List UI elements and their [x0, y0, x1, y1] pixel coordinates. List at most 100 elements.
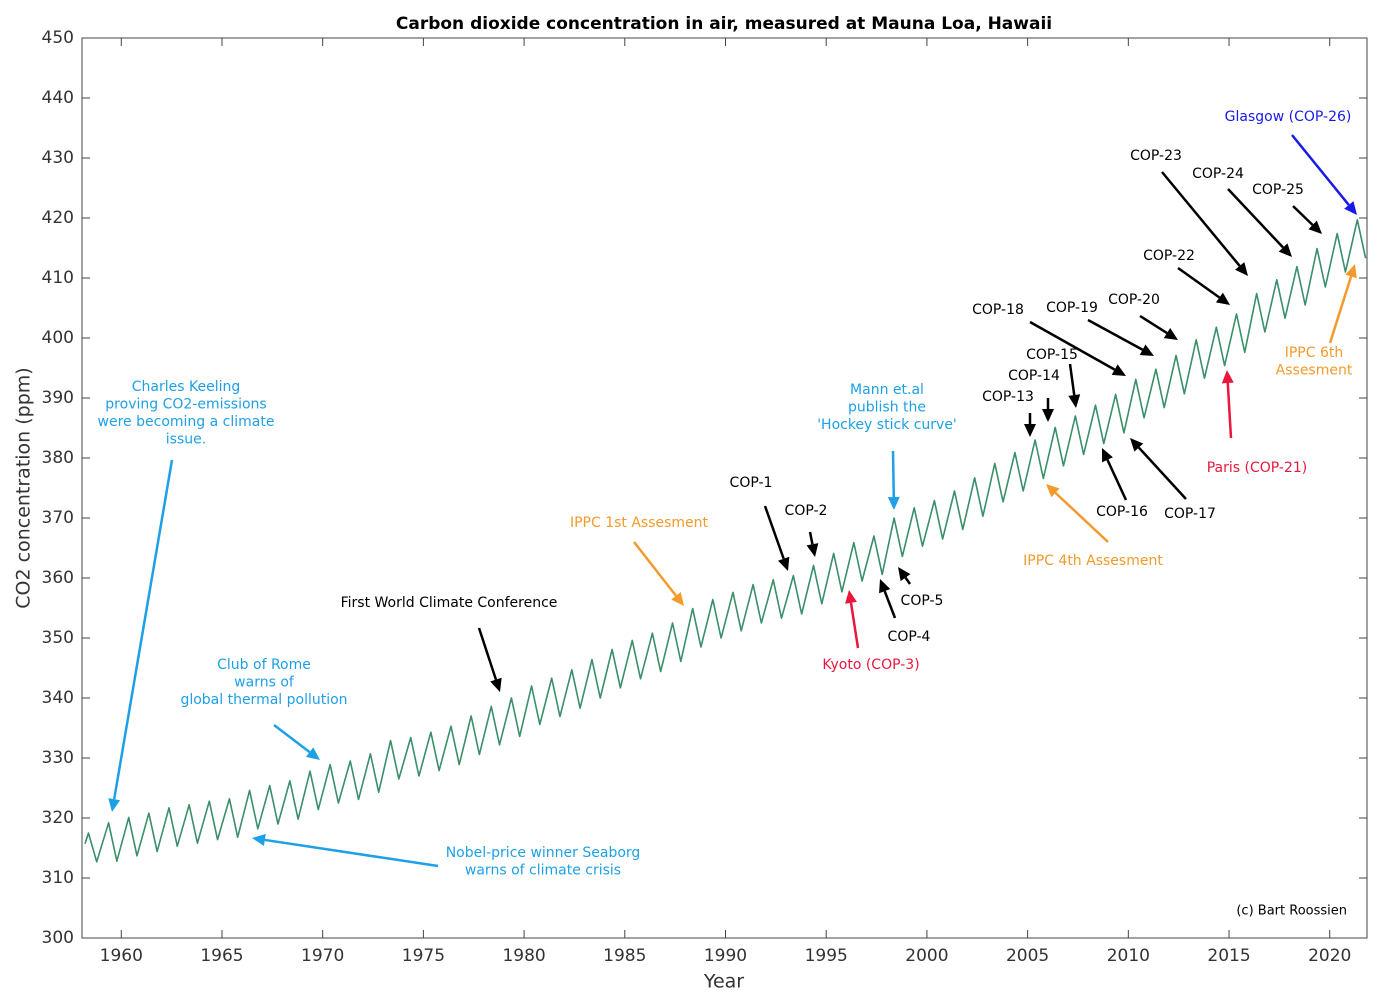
- x-axis-label: Year: [703, 971, 744, 993]
- annotation-arrow: [849, 602, 860, 649]
- annotation-text: warns of climate crisis: [465, 863, 621, 879]
- x-tick-label: 1965: [200, 946, 243, 966]
- y-tick-label: 310: [42, 868, 74, 888]
- y-tick-label: 410: [42, 268, 74, 288]
- annotation-arrow: [1106, 459, 1128, 501]
- annotation-arrow: [763, 505, 785, 560]
- arrow-head: [1215, 292, 1230, 305]
- x-tick-label: 2015: [1207, 946, 1250, 966]
- annotation-arrow: [273, 724, 311, 754]
- arrow-head: [671, 592, 684, 606]
- y-tick-label: 340: [42, 688, 74, 708]
- annotation-text: Nobel-price winner Seaborg: [446, 845, 641, 861]
- y-tick-label: 350: [42, 628, 74, 648]
- annotation-text: Assesment: [1276, 363, 1353, 379]
- annotation-text: COP-14: [1008, 368, 1060, 384]
- annotation-arrow: [1177, 266, 1221, 299]
- annotation-text: publish the: [848, 400, 926, 416]
- annotation-text: COP-5: [901, 593, 944, 609]
- annotation-arrow: [808, 531, 814, 545]
- annotation-text: COP-15: [1026, 347, 1078, 363]
- x-tick-label: 2020: [1308, 946, 1351, 966]
- arrow-head: [1042, 409, 1054, 422]
- annotation-text: First World Climate Conference: [341, 595, 558, 611]
- y-tick-label: 440: [42, 88, 74, 108]
- credit: (c) Bart Roossien: [1236, 904, 1347, 919]
- arrow-head: [1235, 262, 1248, 276]
- annotation-arrow: [1227, 188, 1285, 249]
- annotation-arrow: [904, 576, 912, 585]
- annotation-arrow: [883, 590, 897, 619]
- annotation-arrow: [1328, 276, 1353, 344]
- annotation-text: IPPC 4th Assesment: [1023, 553, 1163, 569]
- annotation-text: COP-20: [1108, 292, 1160, 308]
- annotation-arrow: [1087, 318, 1144, 351]
- y-tick-label: 380: [42, 448, 74, 468]
- y-tick-label: 390: [42, 388, 74, 408]
- x-tick-label: 1970: [301, 946, 344, 966]
- annotation-arrow: [1068, 363, 1076, 396]
- arrow-head: [898, 567, 911, 582]
- arrow-head: [1068, 394, 1081, 408]
- arrow-head: [306, 747, 320, 760]
- arrow-head: [1308, 220, 1322, 234]
- annotation-arrow: [1139, 314, 1168, 335]
- annotation-arrow: [1137, 446, 1187, 500]
- arrow-head: [1221, 370, 1234, 384]
- arrow-head: [1139, 344, 1154, 356]
- annotation-text: IPPC 6th: [1285, 345, 1344, 361]
- arrow-head: [108, 798, 121, 812]
- annotation-arrow: [477, 627, 498, 681]
- y-tick-label: 370: [42, 508, 74, 528]
- arrow-head: [252, 834, 266, 846]
- annotation-arrow: [1161, 171, 1241, 267]
- x-tick-label: 1985: [603, 946, 646, 966]
- annotation-text: COP-1: [730, 475, 773, 491]
- annotation-text: Paris (COP-21): [1207, 460, 1308, 476]
- annotation-text: COP-16: [1096, 504, 1148, 520]
- x-tick-label: 2010: [1107, 946, 1150, 966]
- annotation-text: COP-17: [1164, 506, 1216, 522]
- x-tick-label: 2005: [1006, 946, 1049, 966]
- arrow-head: [1046, 484, 1060, 498]
- annotation-text: warns of: [234, 675, 295, 691]
- annotation-arrow: [1054, 491, 1109, 543]
- annotation-text: COP-2: [785, 503, 828, 519]
- annotation-text: Mann et.al: [850, 382, 924, 398]
- annotation-arrow: [1029, 320, 1116, 371]
- arrow-head: [1345, 264, 1357, 279]
- annotation-text: COP-13: [982, 389, 1034, 405]
- annotation-text: COP-22: [1143, 248, 1195, 264]
- annotation-arrow: [112, 459, 174, 800]
- arrow-head: [1344, 201, 1357, 215]
- arrow-head: [887, 496, 900, 510]
- annotation-text: COP-19: [1046, 300, 1098, 316]
- arrow-head: [806, 543, 819, 557]
- arrow-head: [1024, 424, 1036, 437]
- annotation-arrow: [1291, 134, 1350, 206]
- annotation-text: 'Hockey stick curve': [817, 417, 957, 433]
- y-tick-label: 330: [42, 748, 74, 768]
- annotation-text: Glasgow (COP-26): [1225, 109, 1352, 125]
- y-tick-label: 420: [42, 208, 74, 228]
- arrow-head: [1130, 438, 1144, 452]
- annotation-arrow: [633, 541, 677, 597]
- x-tick-label: 1995: [805, 946, 848, 966]
- annotation-text: COP-18: [972, 302, 1024, 318]
- arrow-head: [778, 556, 790, 571]
- plot-frame: [81, 37, 1368, 939]
- arrow-head: [1102, 448, 1113, 463]
- annotation-text: COP-4: [888, 629, 931, 645]
- y-tick-label: 360: [42, 568, 74, 588]
- annotation-text: COP-23: [1130, 148, 1182, 164]
- data-line: [84, 219, 1367, 863]
- y-tick-label: 300: [42, 928, 74, 948]
- x-tick-label: 1980: [502, 946, 545, 966]
- arrow-head: [1111, 364, 1126, 376]
- annotation-arrow: [891, 450, 896, 498]
- y-tick-label: 430: [42, 148, 74, 168]
- arrow-head: [1163, 327, 1178, 340]
- y-tick-label: 320: [42, 808, 74, 828]
